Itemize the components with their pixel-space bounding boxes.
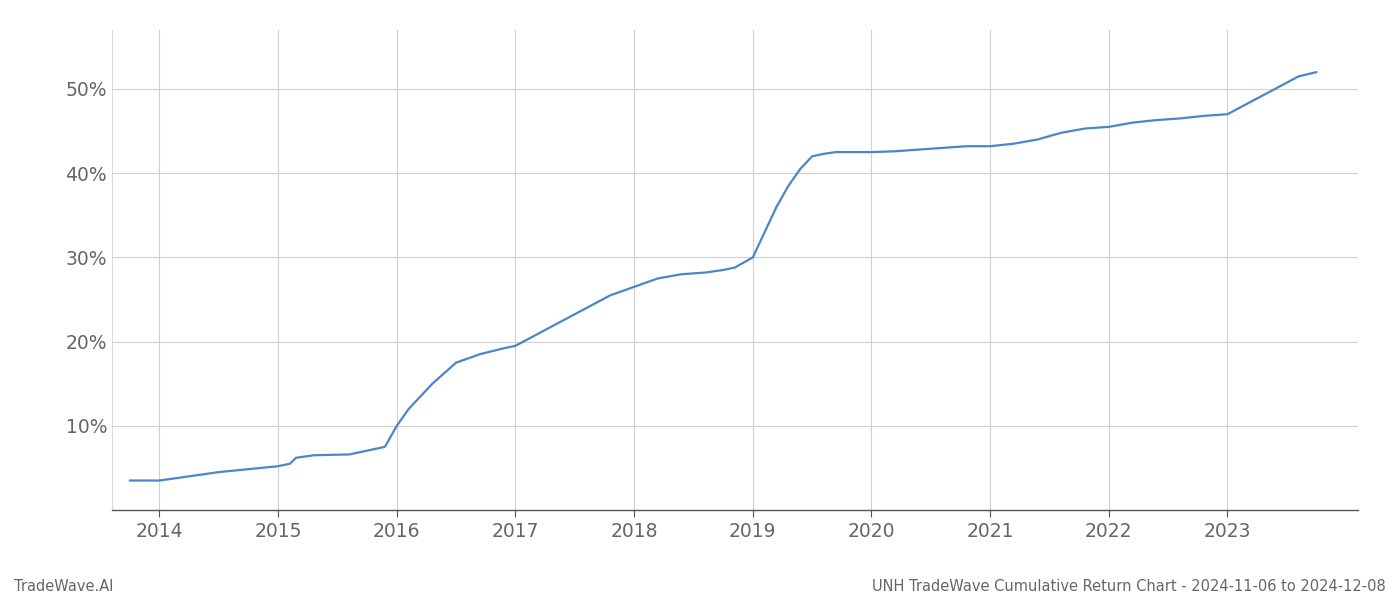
Text: TradeWave.AI: TradeWave.AI [14, 579, 113, 594]
Text: UNH TradeWave Cumulative Return Chart - 2024-11-06 to 2024-12-08: UNH TradeWave Cumulative Return Chart - … [872, 579, 1386, 594]
